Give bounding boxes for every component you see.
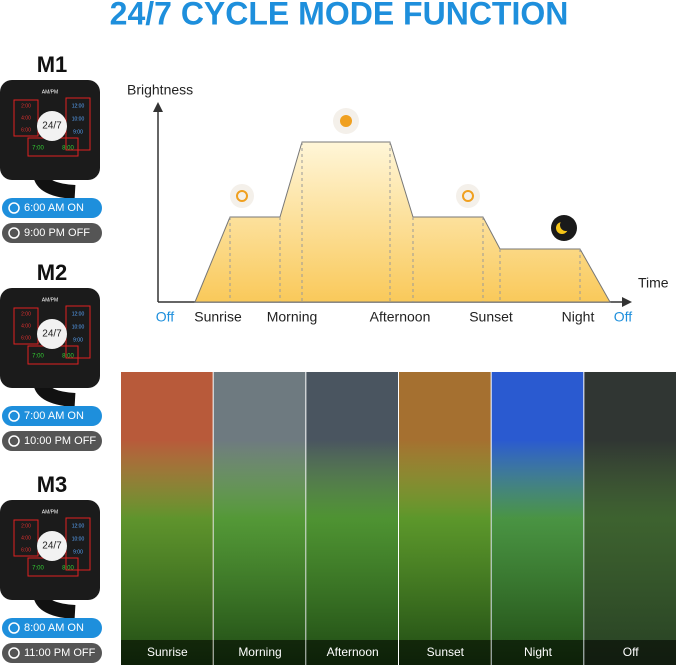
stage-label: Off (614, 309, 633, 325)
moon-icon (8, 647, 20, 659)
time-left: 2:00 (21, 311, 31, 317)
controller: AM/PM 2:00 4:00 6:00 12:00 10:00 9:00 7:00 8:00 2… (0, 288, 100, 407)
mode-name: M2 (37, 260, 68, 285)
moon-icon (8, 227, 20, 239)
stage-label: Sunset (469, 309, 513, 325)
sun-icon (8, 202, 20, 214)
on-time: 8:00 AM ON (24, 622, 84, 634)
caption-bar (399, 640, 491, 665)
time-bottom: 7:00 (32, 566, 44, 572)
time-bottom: 8:00 (62, 354, 74, 360)
controller: AM/PM 2:00 4:00 6:00 12:00 10:00 9:00 7:00 8:00 2… (0, 500, 100, 619)
on-pill (2, 198, 102, 218)
box-left (13, 99, 39, 137)
off-pill (2, 223, 102, 243)
stage-label: Morning (267, 309, 318, 325)
time-bottom: 8:00 (62, 146, 74, 152)
box-left (13, 519, 39, 557)
sun-icon (8, 410, 20, 422)
center-button (37, 531, 67, 561)
caption-bar (121, 640, 213, 665)
y-label: Brightness (127, 82, 193, 98)
caption-bar (491, 640, 584, 665)
photo-caption: Morning (238, 645, 281, 659)
stage-label: Night (562, 309, 595, 325)
photo-caption: Off (623, 645, 639, 659)
time-left: 2:00 (21, 103, 31, 109)
box-left (13, 307, 39, 345)
center-label: 24/7 (42, 329, 62, 340)
ampm: AM/PM (42, 89, 58, 95)
stage-label: Afternoon (370, 309, 431, 325)
time-bottom: 7:00 (32, 354, 44, 360)
mode-name: M1 (37, 52, 68, 77)
time-bottom: 7:00 (32, 146, 44, 152)
controller: AM/PM 2:00 4:00 6:00 12:00 10:00 9:00 7:00 8:00 2… (0, 80, 100, 199)
photo-caption: Afternoon (327, 645, 379, 659)
ampm: AM/PM (42, 297, 58, 303)
time-left: 6:00 (21, 335, 31, 341)
center-label: 24/7 (42, 541, 62, 552)
plants (121, 440, 213, 665)
plants (306, 440, 398, 665)
on-time: 7:00 AM ON (24, 410, 84, 422)
time-left: 4:00 (21, 535, 31, 541)
time-left: 2:00 (21, 523, 31, 529)
time-right: 9:00 (73, 549, 83, 555)
off-time: 11:00 PM OFF (24, 647, 96, 659)
sun-icon (8, 622, 20, 634)
y-arrow (153, 102, 163, 112)
ampm: AM/PM (42, 509, 58, 515)
center-button (37, 111, 67, 141)
moon-icon (8, 435, 20, 447)
photo-caption: Night (524, 645, 553, 659)
caption-bar (584, 640, 676, 665)
time-left: 6:00 (21, 547, 31, 553)
title: 24/7 CYCLE MODE FUNCTION (110, 0, 569, 31)
x-arrow (622, 297, 632, 307)
off-pill (2, 643, 102, 663)
brightness-curve (194, 141, 611, 303)
time-right: 12:00 (72, 103, 85, 109)
stage-label: Sunrise (194, 309, 242, 325)
time-right: 12:00 (72, 523, 85, 529)
time-left: 4:00 (21, 323, 31, 329)
mode-name: M3 (37, 472, 68, 497)
stage-dividers (229, 142, 581, 302)
time-right: 9:00 (73, 129, 83, 135)
time-right: 10:00 (72, 116, 85, 122)
center-label: 24/7 (42, 121, 62, 132)
caption-bar (213, 640, 306, 665)
on-pill (2, 406, 102, 426)
time-right: 9:00 (73, 337, 83, 343)
time-bottom: 8:00 (62, 566, 74, 572)
time-left: 6:00 (21, 127, 31, 133)
time-right: 12:00 (72, 311, 85, 317)
photo-caption: Sunrise (147, 645, 188, 659)
x-label: Time (638, 275, 669, 291)
on-pill (2, 618, 102, 638)
plants (584, 440, 676, 665)
caption-bar (306, 640, 398, 665)
on-time: 6:00 AM ON (24, 202, 84, 214)
off-time: 9:00 PM OFF (24, 227, 90, 239)
off-pill (2, 431, 102, 451)
plants (213, 440, 306, 665)
time-right: 10:00 (72, 536, 85, 542)
photo-caption: Sunset (427, 645, 465, 659)
time-left: 4:00 (21, 115, 31, 121)
stage-label: Off (156, 309, 175, 325)
off-time: 10:00 PM OFF (24, 435, 96, 447)
center-button (37, 319, 67, 349)
time-right: 10:00 (72, 324, 85, 330)
plants (399, 440, 491, 665)
plants (491, 440, 584, 665)
sun-icons (230, 108, 577, 241)
